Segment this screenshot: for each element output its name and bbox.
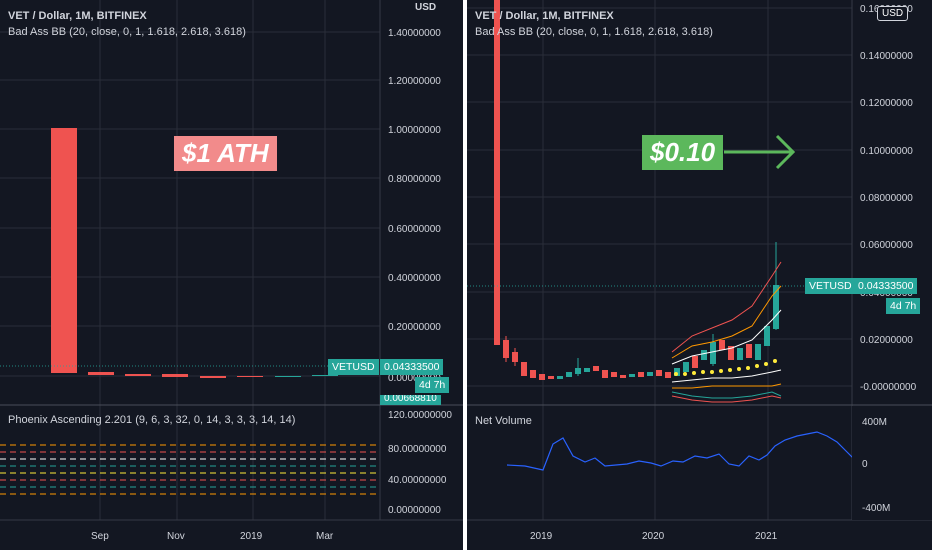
volume-legend: Net Volume xyxy=(475,415,532,427)
price-tick: 1.00000000 xyxy=(388,125,441,136)
symbol-tag: VETUSD xyxy=(805,278,856,294)
time-tick: 2021 xyxy=(755,531,778,542)
candle xyxy=(88,372,114,375)
basis-dots xyxy=(674,359,777,376)
volume-tick: 0 xyxy=(862,459,868,470)
left-chart-panel[interactable]: USD 1.40000000 1.20000000 1.00000000 0.8… xyxy=(0,0,463,550)
osc-tick: 120.00000000 xyxy=(388,410,452,421)
panel-divider xyxy=(463,0,467,550)
price-tag: 0.04333500 xyxy=(854,278,918,294)
time-tick: Nov xyxy=(167,531,185,542)
price-tick: 0.60000000 xyxy=(388,224,441,235)
candle xyxy=(312,375,338,376)
right-chart-svg[interactable]: 0.16000000 0.14000000 0.12000000 0.10000… xyxy=(467,0,932,550)
target-annotation: $0.10 xyxy=(642,135,724,170)
candle xyxy=(275,376,301,377)
price-tick: 0.20000000 xyxy=(388,322,441,333)
oscillator-lines xyxy=(0,444,380,495)
net-volume-line xyxy=(506,431,928,471)
candle xyxy=(125,374,151,376)
price-tick: 0.80000000 xyxy=(388,174,441,185)
candles xyxy=(503,242,779,380)
time-tick: 2019 xyxy=(530,531,553,542)
low-price-tag: 0.00668810 xyxy=(380,395,441,405)
indicator-legend: Bad Ass BB (20, close, 0, 1, 1.618, 2.61… xyxy=(8,26,246,38)
price-tick: 1.40000000 xyxy=(388,28,441,39)
osc-tick: 0.00000000 xyxy=(388,505,441,516)
time-tick: 2020 xyxy=(642,531,665,542)
price-tick: 0.08000000 xyxy=(860,193,913,204)
osc-tick: 80.00000000 xyxy=(388,444,447,455)
indicator-legend: Bad Ass BB (20, close, 0, 1, 1.618, 2.61… xyxy=(475,26,713,38)
ath-candle xyxy=(51,128,77,373)
price-tick: 0.14000000 xyxy=(860,51,913,62)
oscillator-legend: Phoenix Ascending 2.201 (9, 6, 3, 32, 0,… xyxy=(8,414,296,426)
ath-candle xyxy=(494,0,500,345)
ath-annotation: $1 ATH xyxy=(174,136,277,171)
symbol-tag: VETUSD xyxy=(328,359,379,375)
price-tick: 0.10000000 xyxy=(860,146,913,157)
left-chart-svg[interactable]: USD 1.40000000 1.20000000 1.00000000 0.8… xyxy=(0,0,463,550)
price-tick: 0.02000000 xyxy=(860,335,913,346)
price-tick: -0.00000000 xyxy=(860,382,917,393)
candle xyxy=(200,376,226,378)
price-tag: 0.04333500 xyxy=(380,359,444,375)
volume-tick: -400M xyxy=(862,503,890,514)
price-tick: 0.00000000 xyxy=(388,373,441,384)
candle xyxy=(162,374,188,377)
price-tick: 0.40000000 xyxy=(388,273,441,284)
time-tick: Mar xyxy=(316,531,334,542)
currency-button[interactable]: USD xyxy=(877,6,909,21)
countdown-tag: 4d 7h xyxy=(886,298,921,314)
price-tick: 0.12000000 xyxy=(860,98,913,109)
price-tick: 1.20000000 xyxy=(388,76,441,87)
volume-tick: 400M xyxy=(862,417,887,428)
chart-title: VET / Dollar, 1M, BITFINEX xyxy=(8,10,147,22)
osc-tick: 40.00000000 xyxy=(388,475,447,486)
candle xyxy=(237,376,263,377)
chart-title: VET / Dollar, 1M, BITFINEX xyxy=(475,10,614,22)
time-tick: 2019 xyxy=(240,531,263,542)
time-tick: Sep xyxy=(91,531,109,542)
target-arrow xyxy=(724,134,796,170)
currency-label: USD xyxy=(415,2,436,13)
countdown-tag: 4d 7h xyxy=(415,377,450,393)
bollinger-bands xyxy=(671,261,782,403)
price-tick: 0.06000000 xyxy=(860,240,913,251)
right-chart-panel[interactable]: 0.16000000 0.14000000 0.12000000 0.10000… xyxy=(467,0,932,550)
